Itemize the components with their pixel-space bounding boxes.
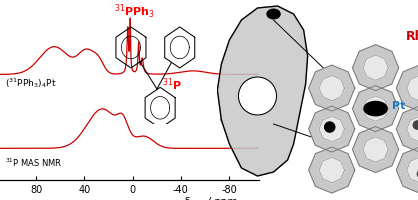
Polygon shape [319,116,344,142]
Polygon shape [396,65,418,111]
Text: Pt: Pt [258,0,273,2]
Polygon shape [407,75,418,101]
Ellipse shape [364,101,387,116]
Circle shape [417,170,418,178]
Text: ($^{31}$PPh$_3$)$_4$Pt: ($^{31}$PPh$_3$)$_4$Pt [5,76,56,90]
Text: Pt: Pt [392,101,405,111]
Polygon shape [308,106,355,152]
Polygon shape [319,75,344,101]
Text: $^{31}$P MAS NMR: $^{31}$P MAS NMR [5,156,63,169]
Polygon shape [407,157,418,183]
Polygon shape [308,147,355,193]
Polygon shape [352,86,399,132]
Polygon shape [352,45,399,91]
Polygon shape [407,116,418,142]
Text: Rh: Rh [406,29,418,43]
Polygon shape [319,157,344,183]
Text: $^{31}$PPh$_3$: $^{31}$PPh$_3$ [114,3,155,21]
Polygon shape [352,127,399,173]
Polygon shape [396,106,418,152]
Ellipse shape [267,9,280,19]
Polygon shape [217,6,308,176]
Circle shape [325,122,335,132]
Circle shape [413,121,418,129]
Polygon shape [396,147,418,193]
Polygon shape [308,65,355,111]
Text: $^{31}$P: $^{31}$P [163,76,182,93]
Polygon shape [363,96,388,121]
Circle shape [238,77,277,115]
Text: $\delta_{31P}$ / ppm: $\delta_{31P}$ / ppm [184,195,238,200]
Polygon shape [363,137,388,162]
Polygon shape [363,55,388,80]
